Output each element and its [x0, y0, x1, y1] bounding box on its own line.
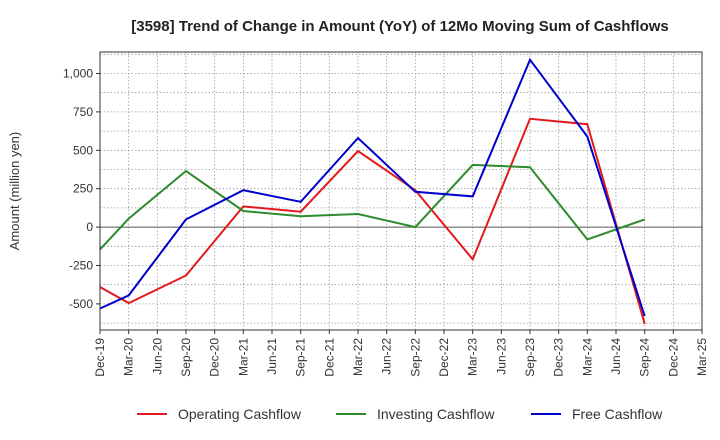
- x-tick-label: Dec-19: [93, 338, 107, 377]
- chart-title: [3598] Trend of Change in Amount (YoY) o…: [131, 18, 669, 35]
- x-tick-label: Dec-24: [666, 338, 680, 377]
- y-axis-label: Amount (million yen): [7, 132, 22, 251]
- x-tick-label: Jun-21: [265, 338, 279, 375]
- y-tick-label: 1,000: [63, 67, 93, 81]
- series-line-2: [99, 57, 646, 317]
- series-line-1: [99, 163, 646, 251]
- y-tick-label: 0: [86, 220, 93, 234]
- x-tick-label: Sep-22: [408, 338, 422, 377]
- y-tick-label: 500: [73, 143, 93, 157]
- x-tick-label: Dec-23: [552, 338, 566, 377]
- x-tick-label: Jun-20: [150, 338, 164, 375]
- x-tick-label: Mar-21: [236, 338, 250, 376]
- x-tick-label: Mar-20: [122, 338, 136, 376]
- legend-label: Investing Cashflow: [377, 406, 495, 422]
- y-tick-label: 750: [73, 105, 93, 119]
- x-tick-label: Dec-20: [208, 338, 222, 377]
- y-axis-ticks: -500 -250 0 250 500 750 1,000: [63, 67, 100, 311]
- grid: [99, 52, 703, 330]
- legend-label: Free Cashflow: [572, 406, 663, 422]
- x-tick-label: Dec-22: [437, 338, 451, 377]
- x-tick-label: Mar-24: [580, 338, 594, 376]
- series-line-0: [99, 117, 646, 325]
- x-tick-label: Jun-23: [494, 338, 508, 375]
- x-tick-label: Dec-21: [322, 338, 336, 377]
- series-lines: [99, 57, 646, 325]
- x-tick-label: Jun-24: [609, 338, 623, 375]
- y-tick-label: 250: [73, 182, 93, 196]
- x-tick-label: Sep-21: [294, 338, 308, 377]
- x-tick-label: Sep-24: [638, 338, 652, 377]
- x-tick-label: Mar-23: [466, 338, 480, 376]
- plot-frame: [99, 51, 703, 331]
- x-axis-ticks: Dec-19 Mar-20 Jun-20 Sep-20 Dec-20 Mar-21 Jun-…: [93, 330, 709, 377]
- x-tick-label: Sep-20: [179, 338, 193, 377]
- y-tick-label: -250: [69, 258, 93, 272]
- legend: Operating Cashflow Investing Cashflow Free…: [137, 406, 663, 422]
- plot-background: [100, 52, 702, 330]
- x-tick-label: Mar-22: [351, 338, 365, 376]
- x-tick-label: Sep-23: [523, 338, 537, 377]
- x-tick-label: Jun-22: [380, 338, 394, 375]
- x-tick-label: Mar-25: [695, 338, 709, 376]
- legend-label: Operating Cashflow: [178, 406, 302, 422]
- y-tick-label: -500: [69, 297, 93, 311]
